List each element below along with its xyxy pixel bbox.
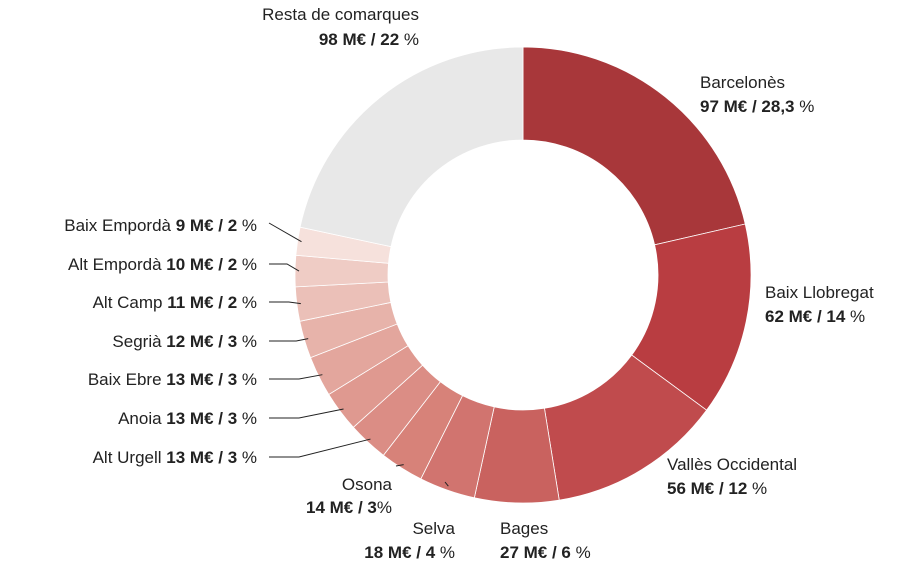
value-bold: 13 M€ / 3 <box>166 370 237 389</box>
value-label: 13 M€ / 3 % <box>166 448 257 467</box>
value-unit: % <box>377 498 392 517</box>
value-bold: 56 M€ / 12 <box>667 479 747 498</box>
leader-line <box>269 263 300 272</box>
slice-label: Alt Camp 11 M€ / 2 % <box>93 293 257 312</box>
value-bold: 10 M€ / 2 <box>166 255 237 274</box>
value-unit: % <box>747 479 767 498</box>
value-label: 27 M€ / 6 % <box>500 543 591 562</box>
value-bold: 62 M€ / 14 <box>765 307 846 326</box>
value-bold: 9 M€ / 2 <box>176 216 237 235</box>
category-name: Alt Empordà <box>68 255 166 274</box>
slice-label: Baix Ebre 13 M€ / 3 % <box>88 370 257 389</box>
value-label: 56 M€ / 12 % <box>667 479 767 498</box>
category-name: Vallès Occidental <box>667 455 797 474</box>
value-bold: 13 M€ / 3 <box>166 448 237 467</box>
category-name: Alt Camp <box>93 293 168 312</box>
value-bold: 13 M€ / 3 <box>166 409 237 428</box>
category-name: Alt Urgell <box>93 448 167 467</box>
slice <box>299 46 524 248</box>
category-name: Segrià <box>112 332 166 351</box>
value-label: 9 M€ / 2 % <box>176 216 257 235</box>
slice-label: Anoia 13 M€ / 3 % <box>118 409 257 428</box>
value-unit: % <box>795 97 815 116</box>
leader-line <box>269 438 371 458</box>
value-unit: % <box>237 448 257 467</box>
leader-line <box>269 338 309 342</box>
value-unit: % <box>237 255 257 274</box>
value-unit: % <box>435 543 455 562</box>
slice <box>522 46 746 246</box>
value-unit: % <box>237 332 257 351</box>
leader-line <box>269 301 301 305</box>
value-bold: 27 M€ / 6 <box>500 543 571 562</box>
value-unit: % <box>237 216 257 235</box>
value-label: 11 M€ / 2 % <box>167 293 257 312</box>
value-label: 10 M€ / 2 % <box>166 255 257 274</box>
value-bold: 14 M€ / 3 <box>306 498 377 517</box>
value-bold: 11 M€ / 2 <box>167 293 237 312</box>
slice-label: Alt Urgell 13 M€ / 3 % <box>93 448 257 467</box>
category-name: Resta de comarques <box>262 5 419 24</box>
value-label: 62 M€ / 14 % <box>765 307 865 326</box>
category-name: Anoia <box>118 409 166 428</box>
category-name: Baix Llobregat <box>765 283 874 302</box>
leader-line <box>269 408 344 419</box>
value-label: 97 M€ / 28,3 % <box>700 97 814 116</box>
value-unit: % <box>571 543 591 562</box>
value-unit: % <box>845 307 865 326</box>
slice-label: Alt Empordà 10 M€ / 2 % <box>68 255 257 274</box>
value-label: 18 M€ / 4 % <box>364 543 455 562</box>
category-name: Baix Empordà <box>64 216 176 235</box>
value-label: 98 M€ / 22 % <box>319 30 419 49</box>
value-label: 14 M€ / 3% <box>306 498 392 517</box>
category-name: Osona <box>342 475 393 494</box>
slice-label: Segrià 12 M€ / 3 % <box>112 332 257 351</box>
value-label: 13 M€ / 3 % <box>166 370 257 389</box>
value-bold: 18 M€ / 4 <box>364 543 435 562</box>
leader-line <box>444 481 449 487</box>
category-name: Selva <box>412 519 455 538</box>
value-unit: % <box>237 370 257 389</box>
category-name: Barcelonès <box>700 73 785 92</box>
value-unit: % <box>237 409 257 428</box>
value-unit: % <box>399 30 419 49</box>
value-bold: 98 M€ / 22 <box>319 30 399 49</box>
leader-line <box>395 464 404 467</box>
value-unit: % <box>237 293 257 312</box>
leader-line <box>269 374 323 380</box>
value-label: 13 M€ / 3 % <box>166 409 257 428</box>
slice-label: Baix Empordà 9 M€ / 2 % <box>64 216 257 235</box>
category-name: Baix Ebre <box>88 370 166 389</box>
category-name: Bages <box>500 519 548 538</box>
leader-line <box>268 222 302 243</box>
value-label: 12 M€ / 3 % <box>166 332 257 351</box>
value-bold: 12 M€ / 3 <box>166 332 237 351</box>
value-bold: 97 M€ / 28,3 <box>700 97 795 116</box>
